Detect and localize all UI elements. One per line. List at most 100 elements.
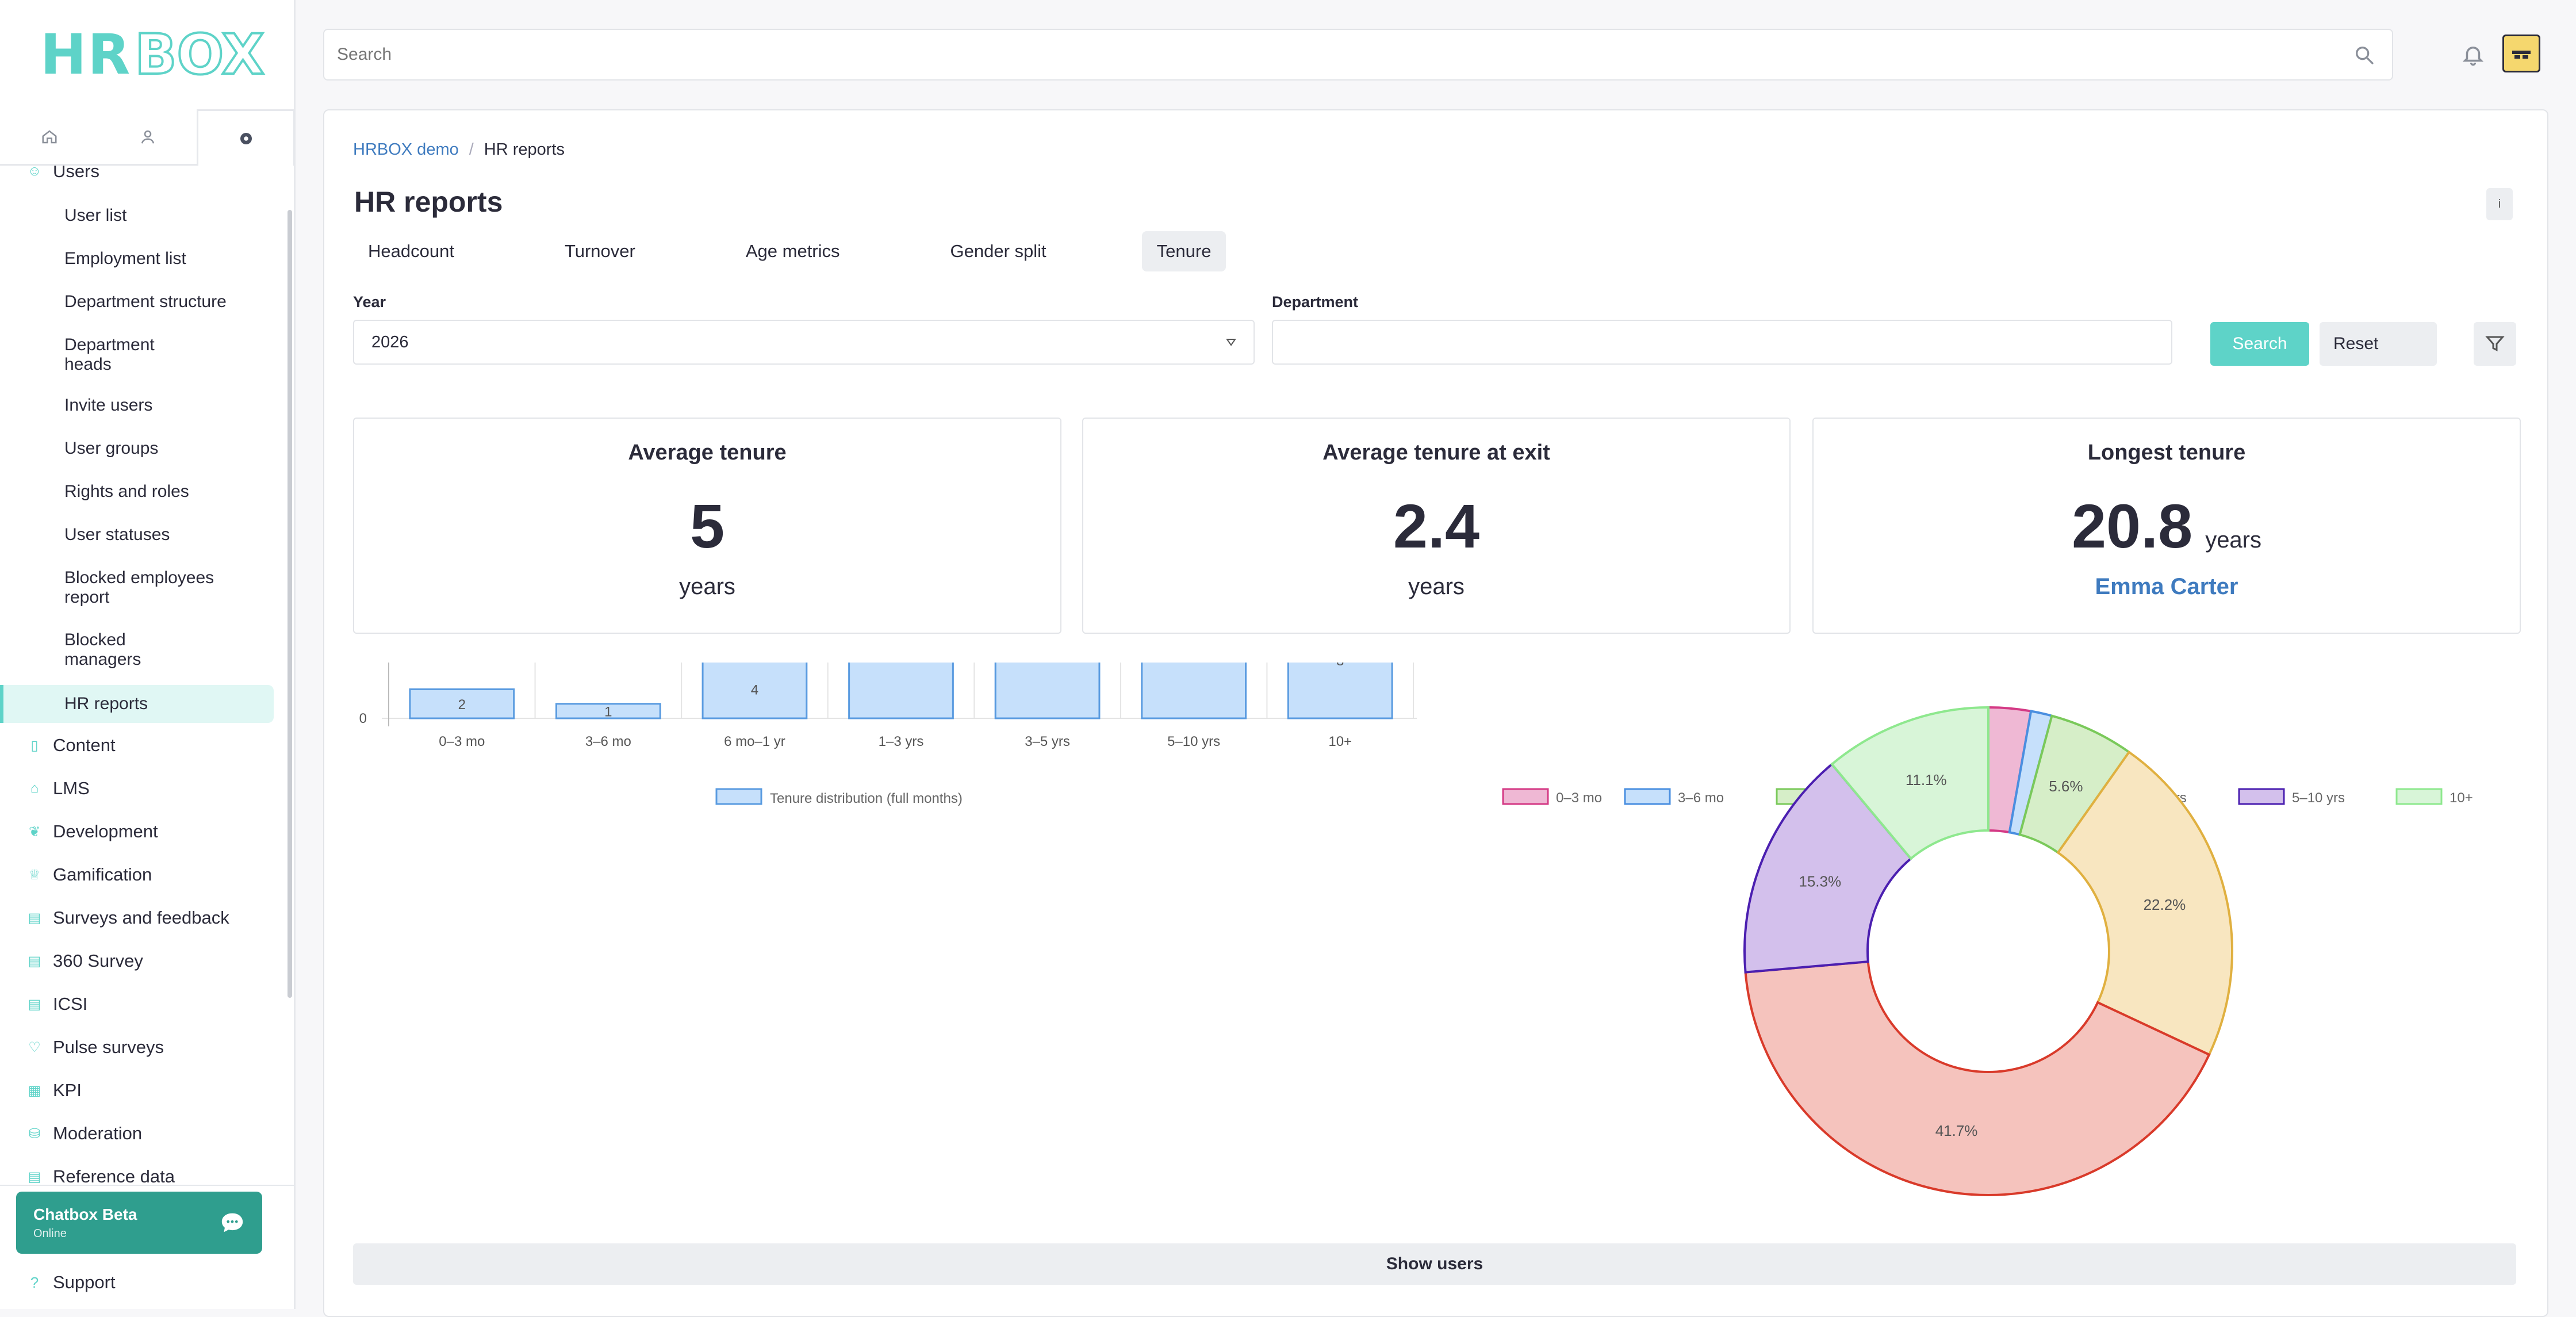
sidebar-item-lms[interactable]: ⌂ LMS — [0, 774, 274, 803]
sidebar-sub-user-groups[interactable]: User groups — [64, 439, 159, 458]
sidebar-sub-invite-users[interactable]: Invite users — [64, 396, 153, 415]
filter-icon — [2485, 336, 2505, 351]
sidebar-item-content[interactable]: ▯ Content — [0, 731, 274, 760]
longest-tenure-employee-link[interactable]: Emma Carter — [2095, 574, 2238, 599]
filter-button[interactable] — [2474, 322, 2516, 366]
tab-age-metrics[interactable]: Age metrics — [745, 241, 840, 261]
users-icon: ☺ — [27, 166, 42, 179]
tab-profile[interactable] — [98, 109, 197, 166]
sidebar-sub-rights-and-roles[interactable]: Rights and roles — [64, 482, 189, 501]
breadcrumb-root-link[interactable]: HRBOX demo — [353, 140, 459, 159]
reference-icon: ▤ — [28, 1169, 41, 1185]
sidebar-item-label: ICSI — [53, 994, 88, 1014]
sidebar-item-reference-data[interactable]: ▤ Reference data — [0, 1162, 274, 1185]
sidebar-sub-employment-list[interactable]: Employment list — [64, 249, 186, 268]
info-button[interactable]: i — [2486, 188, 2513, 220]
sidebar-item-label: 360 Survey — [53, 951, 143, 971]
sidebar-item-surveys[interactable]: ▤ Surveys and feedback — [0, 903, 274, 932]
stat-value: 20.8 — [2071, 491, 2193, 561]
search-icon[interactable] — [2353, 44, 2376, 67]
sidebar-item-pulse-surveys[interactable]: ♡ Pulse surveys — [0, 1033, 274, 1062]
sidebar-sub-user-statuses[interactable]: User statuses — [64, 525, 170, 544]
department-label: Department — [1272, 293, 1359, 311]
sidebar-sub-user-list[interactable]: User list — [64, 206, 127, 225]
tab-settings[interactable] — [197, 109, 295, 166]
sidebar-item-label: Pulse surveys — [53, 1037, 164, 1057]
chevron-down-icon — [1226, 339, 1236, 346]
sidebar-nav: ☺ Users User list Employment list Depart… — [0, 166, 296, 1185]
main-card: HRBOX demo / HR reports HR reports i Hea… — [323, 109, 2548, 1317]
legend-label: 10+ — [2450, 790, 2473, 806]
donut-slice — [2056, 750, 2234, 1056]
x-tick-label: 3–6 mo — [585, 734, 631, 749]
legend-swatch — [2238, 788, 2285, 805]
kpi-icon: ▦ — [28, 1082, 41, 1098]
tab-turnover[interactable]: Turnover — [564, 241, 635, 261]
stat-value: 5 — [689, 491, 725, 561]
sidebar-item-users[interactable]: ☺ Users — [0, 166, 274, 181]
sidebar-item-kpi[interactable]: ▦ KPI — [0, 1076, 274, 1105]
year-select[interactable]: 2026 — [353, 320, 1255, 365]
sidebar-scrollbar[interactable] — [288, 210, 292, 998]
x-tick-label: 1–3 yrs — [879, 734, 924, 749]
trophy-icon: ♕ — [28, 867, 41, 883]
avatar-glasses-icon — [2512, 51, 2531, 59]
survey-icon: ▤ — [28, 910, 41, 926]
bar-data-label: 8 — [1336, 663, 1344, 669]
tab-tenure[interactable]: Tenure — [1141, 231, 1226, 271]
sidebar: HR BOX ☺ Users User list Employment list… — [0, 0, 296, 1309]
sidebar-item-label: Content — [53, 735, 116, 755]
survey-360-icon: ▤ — [28, 953, 41, 969]
legend-label: 0–3 mo — [1556, 790, 1602, 806]
donut-slice — [1830, 706, 1989, 860]
sidebar-sub-department-structure[interactable]: Department structure — [64, 292, 227, 311]
stat-title: Average tenure at exit — [1322, 441, 1550, 465]
sidebar-item-moderation[interactable]: ⛁ Moderation — [0, 1119, 274, 1148]
sidebar-item-icsi[interactable]: ▤ ICSI — [0, 990, 274, 1019]
department-input[interactable] — [1272, 320, 2172, 365]
stat-value: 2.4 — [1393, 491, 1480, 561]
report-tabs: Headcount Turnover Age metrics Gender sp… — [353, 231, 1306, 271]
show-users-button[interactable]: Show users — [353, 1243, 2516, 1285]
breadcrumb-separator: / — [469, 140, 474, 159]
search-button[interactable]: Search — [2210, 322, 2309, 366]
sidebar-item-development[interactable]: ❦ Development — [0, 817, 274, 846]
bar — [994, 663, 1101, 719]
x-tick-label: 10+ — [1328, 734, 1352, 749]
bar-data-label: 4 — [751, 683, 758, 698]
avatar[interactable] — [2502, 35, 2540, 72]
tab-headcount[interactable]: Headcount — [368, 241, 454, 261]
user-icon — [141, 130, 154, 144]
tab-gender-split[interactable]: Gender split — [950, 241, 1046, 261]
bar — [409, 688, 515, 719]
sidebar-item-support[interactable]: ? Support — [0, 1265, 274, 1300]
bar — [848, 663, 954, 719]
x-tick-label: 5–10 yrs — [1167, 734, 1220, 749]
global-search — [323, 29, 2393, 81]
sidebar-sub-department-heads[interactable]: Department heads — [64, 335, 155, 374]
sidebar-item-gamification[interactable]: ♕ Gamification — [0, 860, 274, 889]
sidebar-sub-blocked-employees-report[interactable]: Blocked employees report — [64, 568, 214, 607]
breadcrumb-current: HR reports — [484, 140, 565, 159]
page-title: HR reports — [354, 186, 503, 218]
stat-unit: years — [1408, 574, 1465, 599]
reset-button[interactable]: Reset — [2320, 322, 2437, 366]
sidebar-item-label: Moderation — [53, 1123, 143, 1143]
legend-label: 3–6 mo — [1678, 790, 1724, 806]
stat-unit: years — [2205, 527, 2261, 553]
chatbox-widget[interactable]: Chatbox Beta Online — [16, 1192, 262, 1254]
donut-slice — [1744, 960, 2211, 1196]
logo-hr-text: HR — [40, 22, 132, 87]
sidebar-item-360-survey[interactable]: ▤ 360 Survey — [0, 947, 274, 975]
legend-swatch — [1624, 788, 1671, 805]
bell-icon[interactable] — [2461, 43, 2485, 67]
sidebar-sub-hr-reports[interactable]: HR reports — [0, 685, 274, 723]
search-input[interactable] — [336, 44, 2337, 65]
tab-home[interactable] — [0, 109, 98, 166]
hrbox-logo[interactable]: HR BOX — [40, 21, 266, 88]
bar-legend: Tenure distribution (full months) — [715, 788, 963, 806]
sidebar-sub-blocked-managers[interactable]: Blocked managers — [64, 630, 141, 669]
sidebar-divider — [0, 1185, 294, 1186]
stat-card-average-tenure: Average tenure 5 years — [353, 418, 1061, 634]
